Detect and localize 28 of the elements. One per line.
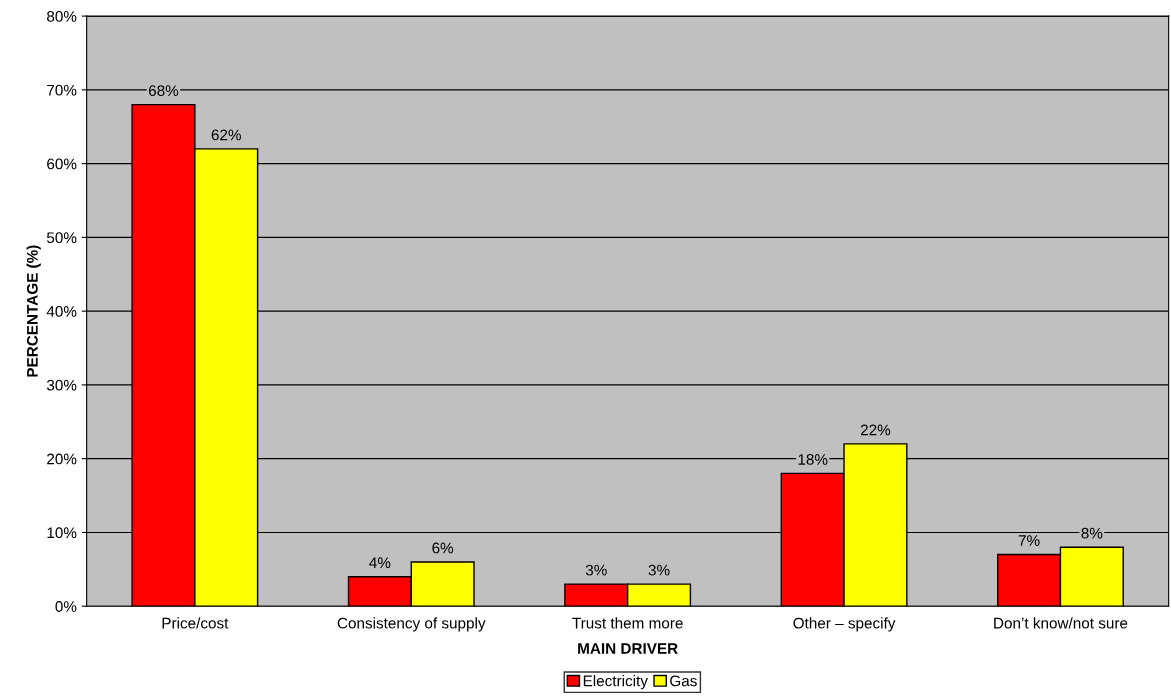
x-tick-label: Trust them more <box>572 617 683 629</box>
y-axis-title: PERCENTAGE (%) <box>26 245 41 377</box>
legend-label: Gas <box>670 675 697 687</box>
y-tick-label: 70% <box>47 84 77 96</box>
data-label: 62% <box>211 129 241 141</box>
data-label: 6% <box>432 542 454 554</box>
y-tick-label: 20% <box>47 453 77 465</box>
y-tick-label: 40% <box>46 306 77 317</box>
y-tick-label: 0% <box>55 601 77 612</box>
data-label: 3% <box>585 564 607 576</box>
data-label: 4% <box>369 557 391 569</box>
data-label: 18% <box>798 454 828 465</box>
y-tick-label: 10% <box>47 527 77 539</box>
y-tick-label: 30% <box>46 379 77 391</box>
y-tick-label: 60% <box>47 158 77 170</box>
data-label: 22% <box>860 424 891 436</box>
data-label: 7% <box>1018 535 1040 546</box>
x-tick-label: Don’t know/not sure <box>994 617 1128 629</box>
x-tick-label: Consistency of supply <box>337 617 486 632</box>
y-tick-label: 50% <box>46 232 77 244</box>
data-label: 68% <box>148 85 179 97</box>
x-tick-label: Other – specify <box>793 617 896 632</box>
data-label: 3% <box>648 564 670 576</box>
y-tick-label: 80% <box>47 10 77 22</box>
x-tick-label: Price/cost <box>162 617 229 629</box>
legend-label: Electricity <box>583 675 648 690</box>
x-axis-title: MAIN DRIVER <box>578 643 678 654</box>
data-label: 8% <box>1081 527 1103 539</box>
